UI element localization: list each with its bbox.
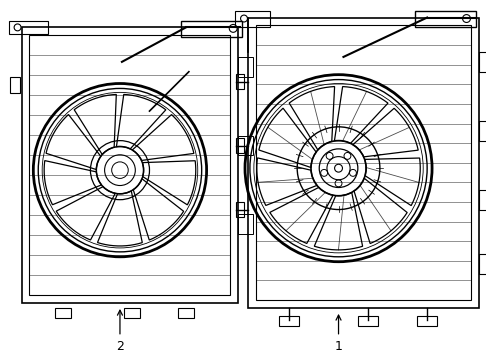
Text: 2: 2 bbox=[116, 310, 124, 352]
Text: 1: 1 bbox=[335, 315, 343, 352]
